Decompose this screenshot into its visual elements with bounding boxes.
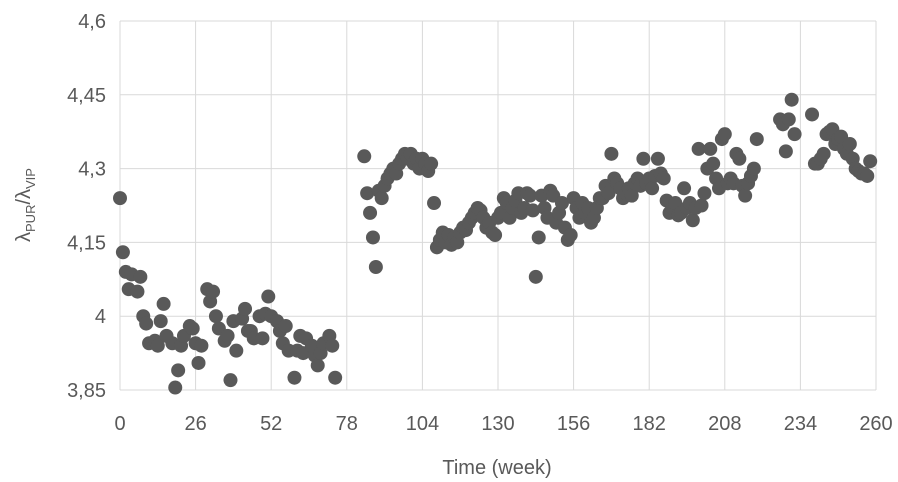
point bbox=[685, 213, 700, 228]
point bbox=[656, 171, 671, 186]
point bbox=[563, 228, 578, 243]
point bbox=[150, 338, 165, 353]
point bbox=[816, 146, 831, 161]
point bbox=[185, 321, 200, 336]
point bbox=[732, 151, 747, 166]
point bbox=[781, 112, 796, 127]
point bbox=[525, 203, 540, 218]
point bbox=[220, 328, 235, 343]
point bbox=[863, 154, 878, 169]
point bbox=[130, 284, 145, 299]
point bbox=[746, 161, 761, 176]
x-tick-label: 130 bbox=[481, 413, 514, 435]
point bbox=[531, 230, 546, 245]
point bbox=[368, 260, 383, 274]
x-tick-label: 260 bbox=[859, 413, 892, 435]
point bbox=[488, 228, 503, 243]
y-axis-label: λPUR/λVIP bbox=[13, 168, 38, 242]
x-tick-label: 0 bbox=[114, 413, 125, 435]
point bbox=[601, 186, 616, 201]
point bbox=[645, 181, 660, 196]
point bbox=[261, 289, 276, 304]
point bbox=[328, 370, 343, 385]
point bbox=[360, 186, 375, 201]
y-tick-label: 4,15 bbox=[67, 232, 106, 254]
y-tick-label: 4,3 bbox=[78, 159, 106, 181]
point bbox=[208, 309, 223, 324]
point bbox=[171, 363, 186, 378]
point bbox=[424, 156, 439, 171]
point bbox=[738, 188, 753, 203]
point bbox=[706, 156, 721, 171]
x-tick-label: 208 bbox=[708, 413, 741, 435]
point bbox=[363, 205, 378, 220]
point bbox=[784, 92, 799, 107]
point bbox=[636, 151, 651, 166]
y-label-slash: /λ bbox=[13, 189, 35, 205]
point bbox=[650, 151, 665, 166]
point bbox=[156, 296, 171, 311]
point bbox=[528, 269, 543, 284]
point bbox=[805, 107, 820, 122]
point bbox=[133, 269, 148, 284]
y-tick-label: 4,45 bbox=[67, 85, 106, 107]
point bbox=[374, 191, 389, 206]
point bbox=[694, 198, 709, 213]
point bbox=[194, 338, 209, 353]
point bbox=[365, 230, 380, 245]
point bbox=[238, 301, 253, 316]
point bbox=[604, 146, 619, 161]
y-tick-label: 4 bbox=[95, 306, 106, 328]
x-tick-label: 52 bbox=[260, 413, 282, 435]
x-tick-label: 156 bbox=[557, 413, 590, 435]
point bbox=[787, 127, 802, 142]
point bbox=[139, 316, 154, 331]
point bbox=[168, 380, 183, 395]
y-tick-label: 3,85 bbox=[67, 380, 106, 402]
point bbox=[749, 132, 764, 147]
point bbox=[703, 141, 718, 156]
x-tick-label: 234 bbox=[784, 413, 817, 435]
point bbox=[153, 314, 168, 329]
point bbox=[624, 188, 639, 203]
point bbox=[223, 373, 238, 388]
x-tick-label: 104 bbox=[406, 413, 439, 435]
y-label-sub: PUR bbox=[23, 205, 38, 232]
x-tick-label: 182 bbox=[633, 413, 666, 435]
y-label-symbol: λ bbox=[13, 232, 35, 242]
point bbox=[677, 181, 692, 196]
point bbox=[191, 355, 206, 370]
point bbox=[287, 370, 302, 385]
point bbox=[697, 186, 712, 201]
point bbox=[229, 343, 244, 358]
point bbox=[691, 141, 706, 156]
point bbox=[554, 196, 569, 211]
y-label-sub: VIP bbox=[23, 168, 38, 189]
y-tick-label: 4,6 bbox=[78, 11, 106, 33]
point bbox=[278, 319, 293, 334]
x-tick-label: 78 bbox=[336, 413, 358, 435]
point bbox=[325, 338, 340, 353]
point bbox=[427, 196, 442, 211]
point bbox=[113, 191, 127, 206]
point bbox=[115, 245, 130, 260]
point bbox=[860, 168, 875, 183]
point bbox=[522, 188, 537, 203]
x-axis-label: Time (week) bbox=[442, 457, 551, 479]
point bbox=[778, 144, 793, 159]
point bbox=[255, 331, 270, 346]
x-tick-label: 26 bbox=[184, 413, 206, 435]
point bbox=[842, 137, 857, 151]
point bbox=[310, 358, 325, 373]
point bbox=[717, 127, 732, 142]
point bbox=[206, 284, 221, 299]
point bbox=[357, 149, 372, 164]
